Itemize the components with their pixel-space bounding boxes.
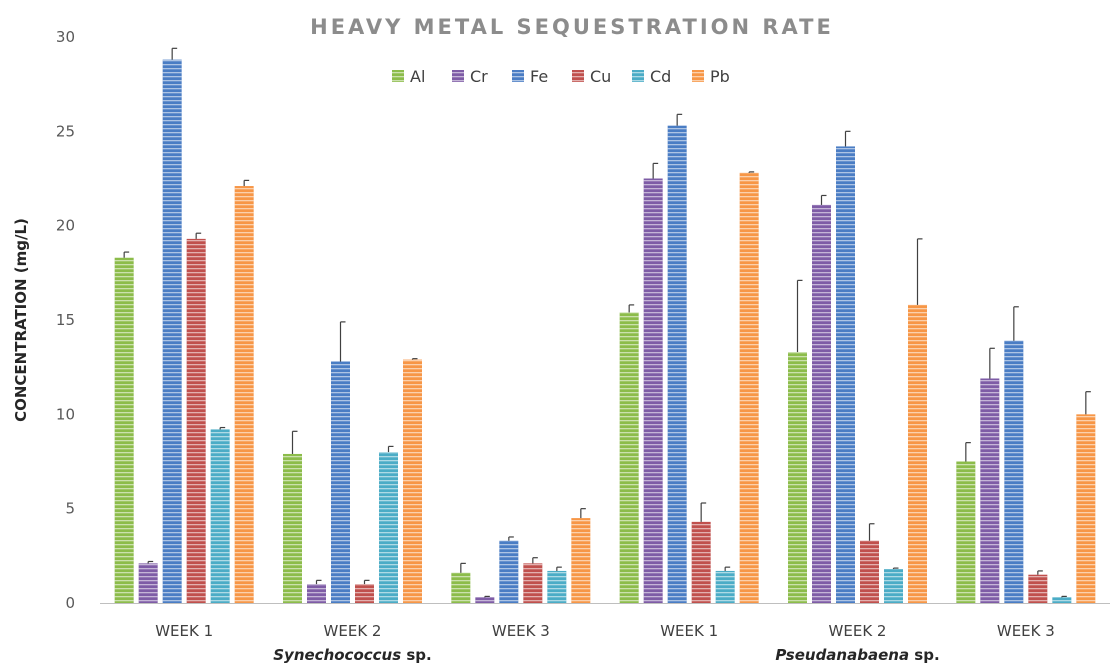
y-tick-label: 5	[65, 500, 75, 518]
bar-stripe-overlay	[1052, 597, 1072, 603]
legend-swatch-stripe	[692, 70, 704, 82]
y-tick-label: 30	[56, 28, 75, 46]
bar-stripe-overlay	[571, 518, 591, 603]
legend-label: Pb	[710, 67, 730, 86]
bars	[114, 47, 1096, 603]
legend-label: Cr	[470, 67, 488, 86]
bar-stripe-overlay	[234, 186, 254, 603]
legend-swatch-stripe	[572, 70, 584, 82]
group-label-genus: Synechococcus	[273, 646, 401, 664]
bar-stripe-overlay	[619, 312, 639, 603]
bar-stripe-overlay	[643, 178, 663, 603]
group-label-suffix: sp.	[401, 646, 432, 664]
bar-stripe-overlay	[860, 540, 879, 603]
bar-stripe-overlay	[1004, 340, 1024, 603]
bar-stripe-overlay	[162, 59, 182, 603]
x-tick-label: WEEK 2	[829, 622, 887, 640]
bar-stripe-overlay	[355, 584, 374, 603]
legend-label: Fe	[530, 67, 548, 86]
bar-stripe-overlay	[956, 461, 976, 603]
bar-stripe-overlay	[379, 452, 398, 603]
group-label-suffix: sp.	[909, 646, 940, 664]
bar-stripe-overlay	[186, 238, 206, 603]
bar-stripe-overlay	[403, 359, 422, 603]
bar-stripe-overlay	[331, 361, 350, 603]
x-tick-label: WEEK 1	[660, 622, 718, 640]
bar-stripe-overlay	[475, 597, 495, 603]
legend-swatch-stripe	[392, 70, 404, 82]
legend-swatch-stripe	[452, 70, 464, 82]
y-tick-label: 15	[56, 311, 75, 329]
bar-stripe-overlay	[788, 352, 807, 603]
bar-stripe-overlay	[138, 563, 158, 603]
bar-stripe-overlay	[667, 125, 687, 603]
x-tick-label: WEEK 1	[155, 622, 213, 640]
x-axis: WEEK 1 WEEK 2 WEEK 3 WEEK 1 WEEK 2 WEEK 3 Syne…	[100, 603, 1110, 664]
bar-stripe-overlay	[884, 569, 903, 603]
group-label-genus: Pseudanabaena	[775, 646, 909, 664]
bar-stripe-overlay	[1076, 414, 1096, 603]
group-label: Pseudanabaena sp.	[775, 646, 939, 664]
bar-stripe-overlay	[523, 563, 543, 603]
x-tick-label: WEEK 3	[997, 622, 1055, 640]
legend-swatch-stripe	[632, 70, 644, 82]
y-tick-label: 10	[56, 405, 75, 423]
chart-title: HEAVY METAL SEQUESTRATION RATE	[310, 15, 834, 39]
bar-stripe-overlay	[114, 257, 134, 603]
y-axis: 0 5 10 15 20 25 30	[56, 28, 75, 612]
y-tick-label: 0	[65, 594, 75, 612]
x-tick-label: WEEK 2	[324, 622, 382, 640]
bar-stripe-overlay	[812, 204, 831, 603]
bar-stripe-overlay	[499, 540, 519, 603]
x-tick-label: WEEK 3	[492, 622, 550, 640]
bar-stripe-overlay	[210, 429, 230, 603]
bar-stripe-overlay	[836, 146, 855, 603]
bar-stripe-overlay	[691, 521, 711, 603]
y-axis-label: CONCENTRATION (mg/L)	[12, 218, 30, 422]
legend-label: Cd	[650, 67, 671, 86]
group-label: Synechococcus sp.	[273, 646, 432, 664]
y-tick-label: 20	[56, 217, 75, 235]
bar-stripe-overlay	[283, 453, 302, 603]
bar-stripe-overlay	[739, 172, 759, 603]
bar-stripe-overlay	[980, 378, 1000, 603]
y-tick-label: 25	[56, 122, 75, 140]
bar-stripe-overlay	[715, 570, 735, 603]
legend: Al Cr Fe Cu Cd Pb	[392, 67, 730, 86]
bar-stripe-overlay	[307, 584, 326, 603]
bar-stripe-overlay	[547, 570, 567, 603]
legend-label: Cu	[590, 67, 611, 86]
legend-swatch-stripe	[512, 70, 524, 82]
legend-label: Al	[410, 67, 425, 86]
bar-stripe-overlay	[1028, 574, 1048, 603]
bar-stripe-overlay	[451, 572, 471, 603]
bar-stripe-overlay	[908, 304, 927, 603]
